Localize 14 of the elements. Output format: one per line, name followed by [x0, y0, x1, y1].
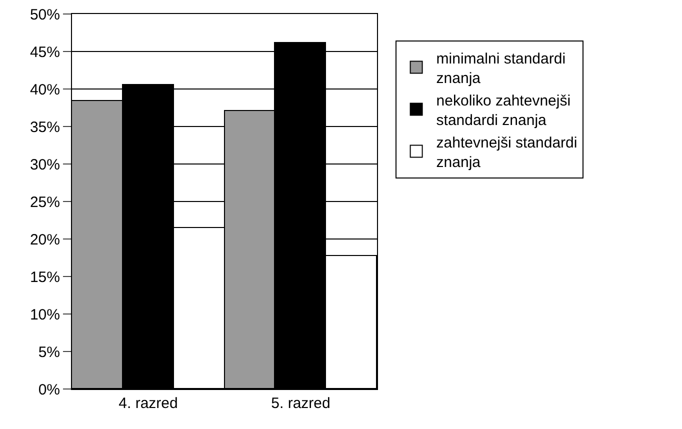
y-tick-label: 40%	[30, 81, 60, 98]
y-tick-label: 50%	[30, 6, 60, 24]
y-tick-label: 15%	[30, 268, 60, 286]
y-tick-label: 5%	[38, 344, 60, 361]
y-tick-label: 30%	[30, 156, 60, 174]
x-tick-label: 5. razred	[271, 395, 330, 412]
legend-label: zahtevnejši standardi znanja	[436, 134, 578, 171]
y-tick-label: 10%	[30, 306, 60, 324]
x-tick-label: 4. razred	[118, 395, 178, 412]
y-tick-label: 20%	[30, 231, 60, 248]
y-tick-label: 25%	[30, 194, 60, 211]
y-tick-label: 0%	[38, 381, 60, 398]
y-tick-label: 35%	[30, 118, 60, 136]
y-tick-label: 45%	[30, 44, 60, 61]
